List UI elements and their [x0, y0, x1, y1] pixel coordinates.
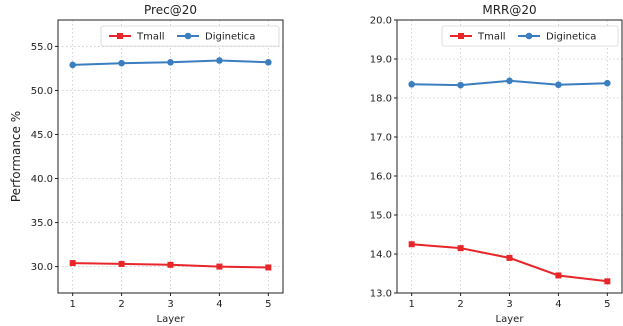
series-diginetica: [408, 77, 611, 89]
x-axis-label: Layer: [157, 314, 186, 325]
chart-title: MRR@20: [482, 3, 536, 17]
y-tick-label: 50.0: [31, 86, 53, 97]
y-tick-label: 45.0: [31, 130, 53, 141]
y-tick-label: 18.0: [370, 94, 392, 105]
x-tick-label: 2: [457, 299, 463, 310]
data-point: [216, 57, 223, 64]
x-axis-label: Layer: [496, 314, 525, 325]
chart-panel-1: 1 2 3 4 5 30.0 35.0 40.0 45.0 50.0 55.0 Prec@20 Laye…: [9, 3, 284, 325]
data-point: [457, 245, 464, 252]
x-tick-label: 1: [408, 299, 414, 310]
x-tick-label: 5: [604, 299, 610, 310]
data-point: [265, 264, 272, 271]
legend-entry: Tmall: [136, 32, 165, 43]
x-tick-label: 3: [506, 299, 512, 310]
x-tick-label: 3: [167, 299, 173, 310]
data-point: [506, 77, 513, 85]
data-point: [118, 260, 125, 267]
y-tick-label: 13.0: [370, 289, 392, 300]
y-tick-label: 35.0: [31, 218, 53, 229]
chart-title: Prec@20: [144, 3, 197, 17]
x-tick-label: 4: [216, 299, 222, 310]
x-tick-label: 2: [118, 299, 124, 310]
legend-marker: [525, 32, 533, 40]
series-diginetica: [69, 57, 272, 69]
y-tick-label: 55.0: [31, 42, 53, 53]
legend-marker: [184, 32, 192, 40]
series-line: [411, 243, 608, 283]
data-point: [555, 272, 562, 279]
data-point: [506, 254, 513, 261]
data-point: [408, 241, 415, 248]
x-tick-label: 1: [69, 299, 75, 310]
legend: Tmall Diginetica: [100, 25, 280, 47]
data-point: [604, 79, 611, 87]
y-tick-label: 40.0: [31, 174, 53, 185]
y-tick-label: 15.0: [370, 211, 392, 222]
data-point: [457, 81, 464, 89]
series-tmall: [408, 241, 611, 285]
data-point: [69, 61, 76, 69]
data-point: [69, 260, 76, 267]
data-point: [216, 263, 223, 270]
data-point: [118, 59, 125, 67]
legend-marker: [458, 33, 464, 39]
series-tmall: [69, 260, 272, 271]
y-tick-label: 19.0: [370, 55, 392, 66]
data-point: [167, 261, 174, 268]
data-point: [555, 81, 562, 89]
legend-entry: Tmall: [477, 32, 506, 43]
x-tick-label: 4: [555, 299, 561, 310]
data-point: [167, 58, 174, 66]
y-tick-label: 17.0: [370, 133, 392, 144]
y-tick-label: 16.0: [370, 172, 392, 183]
data-point: [604, 278, 611, 285]
data-point: [408, 81, 415, 88]
y-tick-label: 14.0: [370, 250, 392, 261]
y-tick-label: 20.0: [370, 16, 392, 27]
y-axis-label: Performance %: [9, 111, 23, 202]
y-tick-label: 30.0: [31, 262, 53, 273]
legend-marker: [117, 33, 123, 39]
legend: Tmall Diginetica: [441, 25, 619, 47]
x-tick-label: 5: [265, 299, 271, 310]
legend-entry: Diginetica: [546, 32, 596, 43]
legend-entry: Diginetica: [205, 32, 255, 43]
data-point: [265, 58, 272, 66]
chart-panel-2: 1 2 3 4 5 13.0 14.0 15.0 16.0 17.0 18.0 19.0 20.0 MRR…: [370, 3, 623, 325]
